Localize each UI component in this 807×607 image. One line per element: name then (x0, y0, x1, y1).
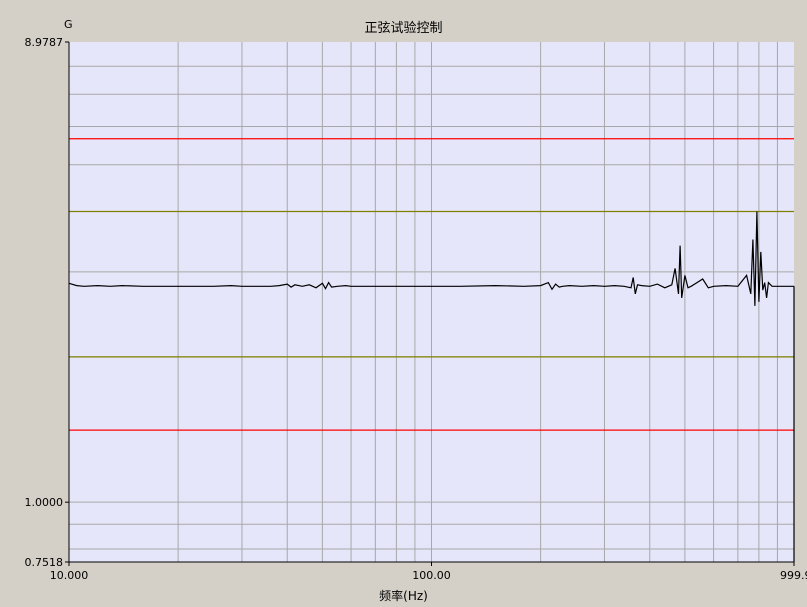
x-tick-label: 999.9 (780, 569, 807, 582)
y-unit-label: G (64, 18, 73, 31)
y-tick-label: 8.9787 (25, 36, 64, 49)
y-tick-label: 0.7518 (25, 556, 64, 569)
x-tick-label: 100.00 (412, 569, 451, 582)
y-tick-label: 1.0000 (25, 496, 64, 509)
series-line-0 (68, 211, 794, 306)
x-axis-label: 频率(Hz) (379, 589, 428, 603)
x-tick-label: 10.000 (50, 569, 89, 582)
chart-title: 正弦试验控制 (364, 21, 443, 36)
